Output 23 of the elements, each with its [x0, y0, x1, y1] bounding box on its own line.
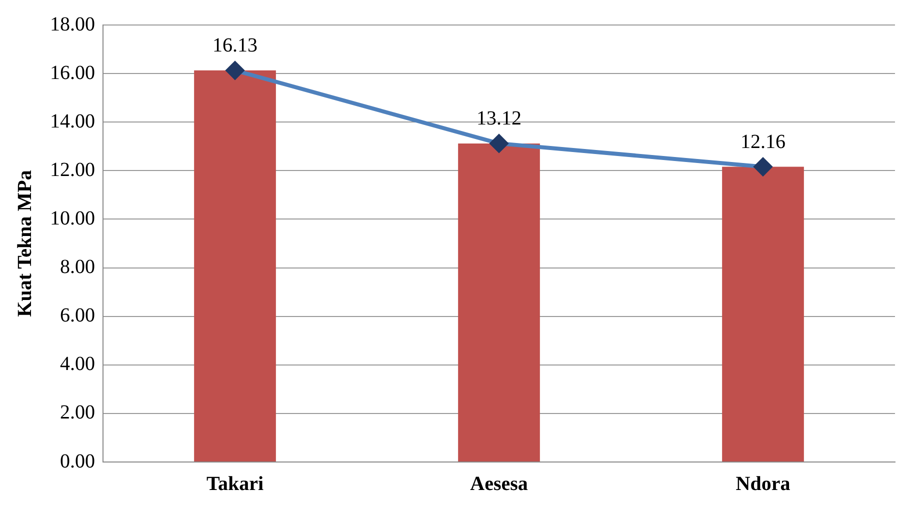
point — [490, 134, 508, 152]
y-tick-label: 2.00 — [60, 402, 95, 424]
y-tick-label: 8.00 — [60, 256, 95, 278]
x-tick-label: Aesesa — [470, 473, 528, 496]
x-tick-label: Ndora — [736, 473, 790, 496]
y-tick-label: 4.00 — [60, 353, 95, 376]
data-label: 12.16 — [740, 131, 786, 154]
x-tick-label: Takari — [206, 473, 264, 496]
y-tick-label: 0.00 — [60, 450, 95, 472]
point — [754, 158, 772, 176]
bar — [722, 166, 804, 462]
y-tick-label: 12.00 — [50, 158, 95, 181]
data-label: 16.13 — [212, 34, 258, 57]
y-tick-label: 18.00 — [50, 13, 95, 36]
y-tick-label: 10.00 — [50, 207, 95, 230]
y-axis-title: Kuat Tekna MPa — [14, 170, 36, 317]
y-tick-label: 14.00 — [50, 110, 95, 132]
y-tick-label: 16.00 — [50, 62, 95, 84]
bar — [458, 143, 540, 462]
bar — [194, 70, 276, 462]
point — [226, 61, 244, 80]
y-tick-label: 6.00 — [60, 304, 95, 327]
data-label: 13.12 — [476, 108, 522, 130]
